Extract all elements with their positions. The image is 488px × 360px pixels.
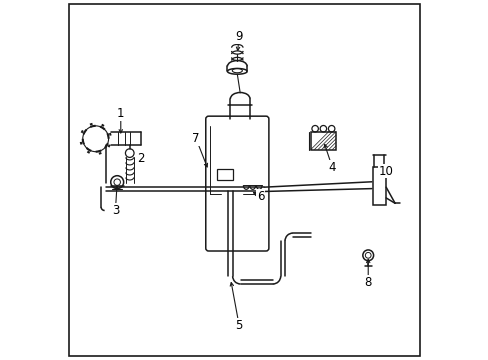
Text: 9: 9 [235, 30, 243, 43]
Bar [310, 132, 335, 149]
Text: 1: 1 [117, 107, 124, 120]
Text: 10: 10 [378, 165, 393, 177]
Text: 4: 4 [328, 161, 335, 174]
Text: 2: 2 [137, 152, 144, 165]
Bar [216, 168, 232, 180]
Text: 7: 7 [192, 132, 200, 145]
Text: 6: 6 [256, 190, 264, 203]
Text: 8: 8 [364, 276, 371, 289]
Text: 3: 3 [111, 204, 119, 217]
Text: 5: 5 [235, 319, 243, 332]
Bar [372, 167, 386, 205]
